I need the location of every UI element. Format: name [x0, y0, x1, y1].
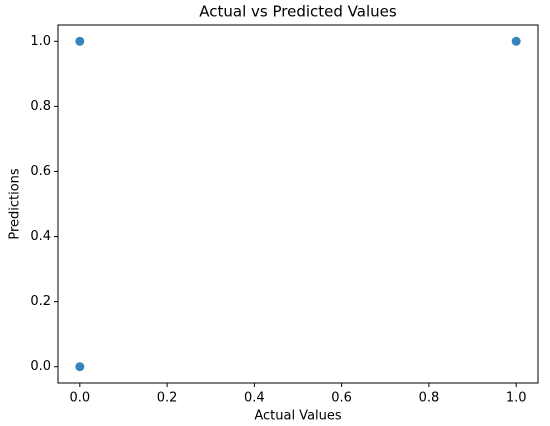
y-tick-label: 0.6 — [30, 164, 51, 179]
point — [75, 36, 85, 46]
x-tick-label: 0.6 — [331, 391, 352, 406]
plot-frame — [57, 24, 539, 384]
y-tick-label: 0.8 — [30, 99, 51, 114]
x-tick-label: 0.0 — [69, 391, 90, 406]
point — [511, 36, 521, 46]
x-axis-label: Actual Values — [254, 409, 342, 424]
x-tick-label: 1.0 — [506, 391, 527, 406]
y-axis-label: Predictions — [8, 168, 23, 240]
y-tick-label: 0.4 — [30, 229, 51, 244]
x-tick-label: 0.4 — [244, 391, 265, 406]
y-tick-label: 0.2 — [30, 294, 51, 309]
y-tick-label: 0.0 — [30, 359, 51, 374]
chart-title: Actual vs Predicted Values — [199, 3, 397, 21]
x-tick-label: 0.8 — [419, 391, 440, 406]
x-tick-label: 0.2 — [157, 391, 178, 406]
point — [75, 362, 85, 372]
y-tick-label: 1.0 — [30, 34, 51, 49]
